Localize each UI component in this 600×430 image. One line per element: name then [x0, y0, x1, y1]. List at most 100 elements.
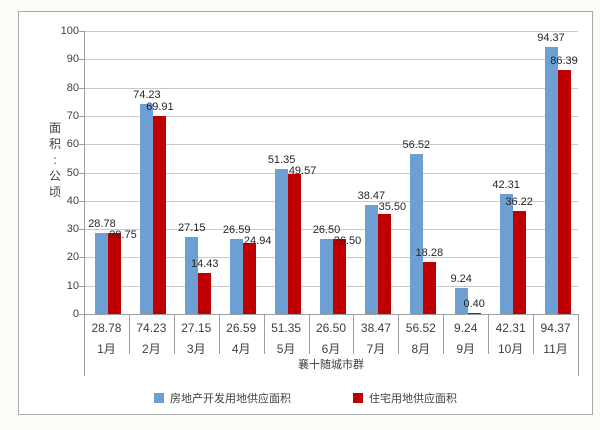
- y-axis-title-char: 公: [49, 169, 62, 183]
- bar-value-label: 86.39: [550, 54, 578, 67]
- bar-value-label: 49.57: [288, 164, 317, 177]
- y-tick-label: 80: [66, 81, 79, 94]
- chart-frame: 面积:公顷 0 10 20 30 40 50 60 70 80 90 100 28.78 28.75 28…: [18, 11, 593, 415]
- table-month-cell: 8月: [411, 342, 431, 356]
- bar-residential: [557, 69, 571, 314]
- bar-real-estate: [454, 287, 468, 314]
- bar-real-estate: [140, 103, 154, 314]
- bar-residential: [467, 312, 481, 314]
- table-value-cell: 28.78: [91, 321, 122, 335]
- bar-value-label: 24.94: [243, 234, 272, 247]
- table-value-cell: 27.15: [181, 321, 212, 335]
- table-month-cell: 11月: [543, 342, 568, 356]
- bar-value-label: 0.40: [463, 297, 485, 310]
- y-axis-tick: [79, 229, 84, 231]
- bar-residential: [153, 116, 167, 314]
- y-axis-tick: [79, 87, 84, 89]
- bar-residential: [333, 239, 346, 314]
- bar-value-label: 14.43: [191, 258, 219, 271]
- gridline: [84, 59, 578, 61]
- bar-value-label: 27.15: [178, 222, 206, 235]
- y-axis-tick: [79, 200, 84, 202]
- bar-value-label: 94.37: [537, 31, 565, 44]
- table-value-cell: 51.35: [271, 321, 302, 335]
- bar-real-estate: [320, 239, 333, 314]
- table-value-cell: 26.59: [226, 321, 257, 335]
- gridline: [84, 115, 578, 117]
- table-value-cell: 94.37: [540, 321, 571, 335]
- bar-residential: [288, 173, 302, 314]
- table-month-cell: 9月: [456, 342, 476, 356]
- bar-residential: [512, 211, 526, 314]
- x-axis-line: [84, 314, 578, 315]
- y-axis-tick: [79, 144, 84, 146]
- y-tick-label: 70: [66, 109, 79, 122]
- bar-value-label: 9.24: [450, 272, 472, 285]
- table-month-cell: 6月: [321, 342, 341, 356]
- bar-value-label: 26.59: [222, 223, 251, 236]
- y-axis-title-char: 顷: [49, 185, 62, 199]
- bar-residential: [422, 262, 436, 314]
- table-month-cell: 1月: [97, 342, 116, 356]
- bar-residential: [377, 213, 391, 314]
- table-separator: [218, 314, 220, 354]
- bar-value-label: 74.23: [133, 88, 161, 101]
- bar-real-estate: [409, 154, 423, 314]
- table-month-cell: 2月: [142, 342, 161, 356]
- table-value-cell: 9.24: [454, 321, 478, 335]
- bar-real-estate: [185, 237, 199, 314]
- legend-swatch-icon: [353, 393, 363, 403]
- gridline: [84, 229, 578, 231]
- bar-value-label: 26.50: [312, 224, 341, 236]
- legend-label: 住宅用地供应面积: [369, 393, 457, 405]
- legend: 房地产开发用地供应面积 住宅用地供应面积: [19, 390, 592, 406]
- bar-real-estate: [544, 46, 558, 314]
- gridline: [84, 144, 578, 146]
- table-separator: [353, 314, 355, 354]
- bar-real-estate: [364, 205, 378, 314]
- y-axis-line: [84, 31, 85, 376]
- bar-value-label: 69.91: [146, 101, 174, 114]
- table-separator: [308, 314, 310, 354]
- bar-value-label: 38.47: [357, 190, 386, 203]
- bar-value-label: 42.31: [492, 179, 520, 192]
- y-axis-title: 面积: 公顷: [49, 120, 61, 200]
- legend-item: 住宅用地供应面积: [353, 390, 457, 406]
- y-axis-title-char: 面: [49, 121, 62, 135]
- table-separator: [173, 314, 175, 354]
- bar-value-label: 28.78: [88, 217, 116, 230]
- table-value-cell: 74.23: [136, 321, 167, 335]
- bar-residential: [243, 243, 257, 314]
- table-month-cell: 7月: [366, 342, 386, 356]
- bar-value-label: 26.50: [333, 235, 362, 247]
- y-axis-tick: [79, 31, 84, 32]
- table-separator: [443, 314, 445, 354]
- table-month-cell: 4月: [231, 342, 251, 356]
- table-value-cell: 56.52: [405, 321, 436, 335]
- legend-label: 房地产开发用地供应面积: [170, 393, 291, 405]
- y-tick-label: 0: [72, 308, 79, 320]
- bar-value-label: 56.52: [402, 139, 431, 152]
- y-tick-label: 100: [60, 25, 79, 37]
- table-month-cell: 10月: [497, 342, 524, 356]
- y-axis-tick: [79, 172, 84, 174]
- gridline: [84, 172, 578, 174]
- y-axis-tick: [79, 285, 84, 287]
- bar-real-estate: [499, 194, 513, 314]
- bar-real-estate: [275, 168, 289, 314]
- bar-value-label: 36.22: [505, 196, 533, 209]
- legend-item: 房地产开发用地供应面积: [154, 390, 291, 406]
- plot-area: 0 10 20 30 40 50 60 70 80 90 100 28.78 28.75 28.78 1月 7…: [19, 12, 592, 414]
- y-axis-tick: [79, 257, 84, 259]
- y-axis-title-char: :: [53, 153, 57, 167]
- y-axis-tick: [79, 314, 84, 315]
- y-axis-tick: [79, 115, 84, 117]
- table-separator: [488, 314, 490, 354]
- table-separator: [533, 314, 535, 354]
- table-separator: [128, 314, 130, 354]
- legend-swatch-icon: [154, 393, 164, 403]
- table-value-cell: 26.50: [315, 321, 346, 335]
- gridline: [84, 200, 578, 202]
- gridline: [84, 31, 578, 32]
- table-right-edge: [578, 314, 579, 376]
